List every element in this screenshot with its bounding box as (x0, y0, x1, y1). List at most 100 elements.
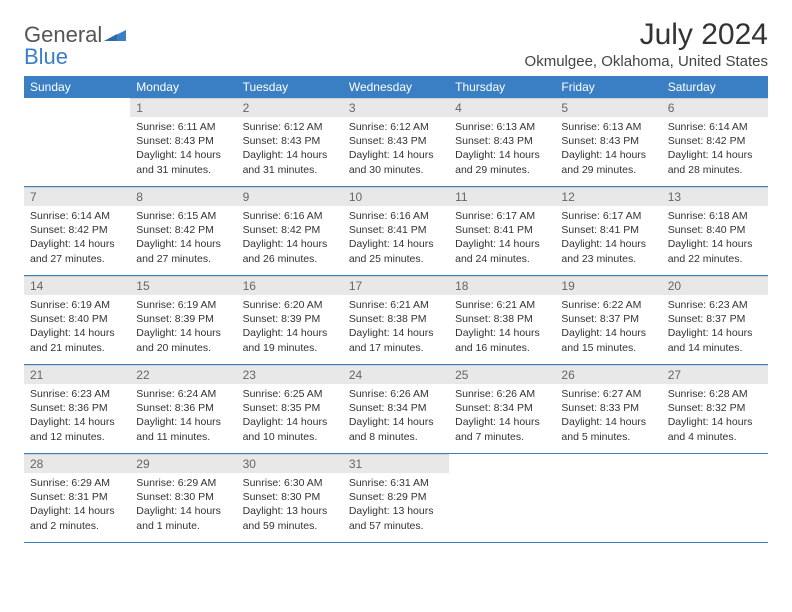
calendar-day-cell: 21Sunrise: 6:23 AMSunset: 8:36 PMDayligh… (24, 365, 130, 454)
daylight-line: Daylight: 14 hours and 11 minutes. (136, 415, 230, 443)
day-details: Sunrise: 6:15 AMSunset: 8:42 PMDaylight:… (130, 206, 236, 270)
day-details: Sunrise: 6:12 AMSunset: 8:43 PMDaylight:… (237, 117, 343, 181)
daylight-line: Daylight: 13 hours and 57 minutes. (349, 504, 443, 532)
sunrise-line: Sunrise: 6:16 AM (243, 209, 337, 223)
day-details: Sunrise: 6:19 AMSunset: 8:39 PMDaylight:… (130, 295, 236, 359)
calendar-week-row: 21Sunrise: 6:23 AMSunset: 8:36 PMDayligh… (24, 365, 768, 454)
weekday-header: Thursday (449, 76, 555, 98)
calendar-day-cell (662, 454, 768, 543)
day-details: Sunrise: 6:21 AMSunset: 8:38 PMDaylight:… (449, 295, 555, 359)
calendar-day-cell: 16Sunrise: 6:20 AMSunset: 8:39 PMDayligh… (237, 276, 343, 365)
daylight-line: Daylight: 14 hours and 14 minutes. (668, 326, 762, 354)
sunset-line: Sunset: 8:30 PM (243, 490, 337, 504)
sunset-line: Sunset: 8:43 PM (349, 134, 443, 148)
daylight-line: Daylight: 14 hours and 22 minutes. (668, 237, 762, 265)
day-details: Sunrise: 6:26 AMSunset: 8:34 PMDaylight:… (343, 384, 449, 448)
day-number: 27 (662, 365, 768, 384)
daylight-line: Daylight: 14 hours and 30 minutes. (349, 148, 443, 176)
day-number: 31 (343, 454, 449, 473)
calendar-day-cell: 1Sunrise: 6:11 AMSunset: 8:43 PMDaylight… (130, 98, 236, 187)
weekday-header: Sunday (24, 76, 130, 98)
calendar-day-cell: 22Sunrise: 6:24 AMSunset: 8:36 PMDayligh… (130, 365, 236, 454)
day-details: Sunrise: 6:16 AMSunset: 8:42 PMDaylight:… (237, 206, 343, 270)
sunrise-line: Sunrise: 6:11 AM (136, 120, 230, 134)
calendar-day-cell: 29Sunrise: 6:29 AMSunset: 8:30 PMDayligh… (130, 454, 236, 543)
sunset-line: Sunset: 8:34 PM (349, 401, 443, 415)
calendar-day-cell: 7Sunrise: 6:14 AMSunset: 8:42 PMDaylight… (24, 187, 130, 276)
sunset-line: Sunset: 8:40 PM (668, 223, 762, 237)
daylight-line: Daylight: 14 hours and 27 minutes. (136, 237, 230, 265)
calendar-day-cell: 13Sunrise: 6:18 AMSunset: 8:40 PMDayligh… (662, 187, 768, 276)
daylight-line: Daylight: 14 hours and 19 minutes. (243, 326, 337, 354)
daylight-line: Daylight: 14 hours and 31 minutes. (243, 148, 337, 176)
calendar-day-cell (24, 98, 130, 187)
calendar-week-row: 28Sunrise: 6:29 AMSunset: 8:31 PMDayligh… (24, 454, 768, 543)
sunset-line: Sunset: 8:38 PM (455, 312, 549, 326)
day-details: Sunrise: 6:30 AMSunset: 8:30 PMDaylight:… (237, 473, 343, 537)
weekday-header: Wednesday (343, 76, 449, 98)
sunrise-line: Sunrise: 6:30 AM (243, 476, 337, 490)
calendar-day-cell: 18Sunrise: 6:21 AMSunset: 8:38 PMDayligh… (449, 276, 555, 365)
sunrise-line: Sunrise: 6:13 AM (455, 120, 549, 134)
daylight-line: Daylight: 14 hours and 16 minutes. (455, 326, 549, 354)
calendar-day-cell: 31Sunrise: 6:31 AMSunset: 8:29 PMDayligh… (343, 454, 449, 543)
daylight-line: Daylight: 14 hours and 7 minutes. (455, 415, 549, 443)
day-details: Sunrise: 6:18 AMSunset: 8:40 PMDaylight:… (662, 206, 768, 270)
sunrise-line: Sunrise: 6:29 AM (136, 476, 230, 490)
day-number: 26 (555, 365, 661, 384)
sunset-line: Sunset: 8:43 PM (243, 134, 337, 148)
sunrise-line: Sunrise: 6:18 AM (668, 209, 762, 223)
sunrise-line: Sunrise: 6:17 AM (561, 209, 655, 223)
calendar-day-cell: 11Sunrise: 6:17 AMSunset: 8:41 PMDayligh… (449, 187, 555, 276)
sunset-line: Sunset: 8:36 PM (30, 401, 124, 415)
day-details: Sunrise: 6:31 AMSunset: 8:29 PMDaylight:… (343, 473, 449, 537)
sunrise-line: Sunrise: 6:12 AM (243, 120, 337, 134)
daylight-line: Daylight: 14 hours and 26 minutes. (243, 237, 337, 265)
daylight-line: Daylight: 14 hours and 5 minutes. (561, 415, 655, 443)
day-number: 25 (449, 365, 555, 384)
sunset-line: Sunset: 8:37 PM (668, 312, 762, 326)
daylight-line: Daylight: 14 hours and 10 minutes. (243, 415, 337, 443)
sunset-line: Sunset: 8:36 PM (136, 401, 230, 415)
day-number: 14 (24, 276, 130, 295)
sunrise-line: Sunrise: 6:29 AM (30, 476, 124, 490)
header: GeneralBlue July 2024 Okmulgee, Oklahoma… (24, 18, 768, 70)
day-details: Sunrise: 6:23 AMSunset: 8:36 PMDaylight:… (24, 384, 130, 448)
location-text: Okmulgee, Oklahoma, United States (525, 53, 768, 70)
sunset-line: Sunset: 8:29 PM (349, 490, 443, 504)
sunset-line: Sunset: 8:42 PM (243, 223, 337, 237)
sunrise-line: Sunrise: 6:19 AM (136, 298, 230, 312)
day-number: 7 (24, 187, 130, 206)
day-number: 2 (237, 98, 343, 117)
brand-logo: GeneralBlue (24, 18, 126, 70)
calendar-header-row: SundayMondayTuesdayWednesdayThursdayFrid… (24, 76, 768, 98)
day-details: Sunrise: 6:14 AMSunset: 8:42 PMDaylight:… (662, 117, 768, 181)
day-number: 24 (343, 365, 449, 384)
day-number: 21 (24, 365, 130, 384)
day-number: 16 (237, 276, 343, 295)
daylight-line: Daylight: 14 hours and 8 minutes. (349, 415, 443, 443)
sunrise-line: Sunrise: 6:14 AM (30, 209, 124, 223)
sunset-line: Sunset: 8:43 PM (136, 134, 230, 148)
sunrise-line: Sunrise: 6:12 AM (349, 120, 443, 134)
calendar-week-row: 1Sunrise: 6:11 AMSunset: 8:43 PMDaylight… (24, 98, 768, 187)
day-details: Sunrise: 6:14 AMSunset: 8:42 PMDaylight:… (24, 206, 130, 270)
sunset-line: Sunset: 8:42 PM (136, 223, 230, 237)
day-number: 6 (662, 98, 768, 117)
calendar-day-cell: 23Sunrise: 6:25 AMSunset: 8:35 PMDayligh… (237, 365, 343, 454)
day-details: Sunrise: 6:25 AMSunset: 8:35 PMDaylight:… (237, 384, 343, 448)
day-details: Sunrise: 6:29 AMSunset: 8:31 PMDaylight:… (24, 473, 130, 537)
sunrise-line: Sunrise: 6:16 AM (349, 209, 443, 223)
sunrise-line: Sunrise: 6:17 AM (455, 209, 549, 223)
day-details: Sunrise: 6:27 AMSunset: 8:33 PMDaylight:… (555, 384, 661, 448)
daylight-line: Daylight: 14 hours and 1 minute. (136, 504, 230, 532)
day-details: Sunrise: 6:20 AMSunset: 8:39 PMDaylight:… (237, 295, 343, 359)
day-details: Sunrise: 6:12 AMSunset: 8:43 PMDaylight:… (343, 117, 449, 181)
calendar-day-cell: 20Sunrise: 6:23 AMSunset: 8:37 PMDayligh… (662, 276, 768, 365)
day-number: 11 (449, 187, 555, 206)
daylight-line: Daylight: 14 hours and 29 minutes. (455, 148, 549, 176)
daylight-line: Daylight: 14 hours and 2 minutes. (30, 504, 124, 532)
sunrise-line: Sunrise: 6:20 AM (243, 298, 337, 312)
month-title: July 2024 (525, 18, 768, 51)
sunrise-line: Sunrise: 6:23 AM (30, 387, 124, 401)
